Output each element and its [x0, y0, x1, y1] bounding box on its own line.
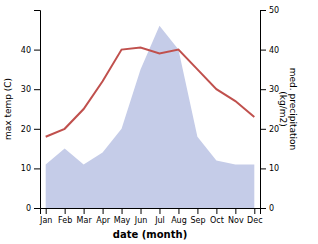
tick-mark — [260, 129, 266, 130]
tick: Oct — [210, 208, 224, 225]
tick-mark — [103, 208, 104, 214]
tick-mark — [260, 89, 266, 90]
tick-label: Jan — [39, 216, 52, 225]
tick-mark — [34, 89, 40, 90]
plot-area — [46, 26, 255, 208]
tick: 40 — [260, 46, 279, 55]
tick-label: Feb — [58, 216, 72, 225]
tick-label: 10 — [21, 164, 31, 173]
tick-label: Jun — [134, 216, 148, 225]
tick-label: Aug — [171, 216, 187, 225]
tick-mark — [178, 208, 179, 214]
tick: 20 — [21, 125, 40, 134]
tick-label: 50 — [269, 6, 279, 15]
tick: Dec — [247, 208, 262, 225]
tick-label: Mar — [77, 216, 93, 225]
tick-label: Dec — [247, 216, 262, 225]
tick: Mar — [77, 208, 93, 225]
tick-mark — [122, 208, 123, 214]
tick-label: 40 — [21, 46, 31, 55]
tick-mark — [235, 208, 236, 214]
tick: 20 — [260, 125, 279, 134]
tick: 50 — [260, 6, 279, 15]
y-axis: 0 10 20 30 40 — [21, 11, 41, 214]
tick: Jun — [134, 208, 148, 225]
tick-label: 20 — [21, 125, 31, 134]
y2-axis: 0 10 20 30 40 50 — [260, 6, 279, 213]
tick-mark — [159, 208, 160, 214]
tick-label: 0 — [269, 204, 274, 213]
tick: Jan — [39, 208, 52, 225]
tick-mark — [254, 208, 255, 214]
tick: 30 — [21, 85, 40, 94]
tick-label: 30 — [21, 85, 31, 94]
tick: Sep — [190, 208, 205, 225]
y2-axis-title-line: (kg/m2) — [278, 91, 288, 126]
tick: 0 — [260, 204, 274, 213]
tick-label: Nov — [228, 216, 244, 225]
tick-mark — [34, 129, 40, 130]
tick: Feb — [58, 208, 72, 225]
tick-mark — [260, 10, 266, 11]
tick: Aug — [171, 208, 187, 225]
chart: Jan Feb MarAprMayJun Jul AugSep Oct NovDec 0 10 2… — [0, 0, 318, 244]
axis-line — [34, 11, 41, 209]
tick-label: 10 — [269, 164, 279, 173]
tick-mark — [34, 50, 40, 51]
tick-mark — [65, 208, 66, 214]
tick-mark — [197, 208, 198, 214]
tick: Nov — [228, 208, 244, 225]
tick: 0 — [26, 204, 40, 213]
chart-container: Jan Feb MarAprMayJun Jul AugSep Oct NovDec 0 10 2… — [0, 0, 318, 244]
tick-label: 0 — [26, 204, 31, 213]
tick-mark — [34, 208, 40, 209]
tick-label: Oct — [210, 216, 224, 225]
tick: 30 — [260, 85, 279, 94]
y2-axis-title: med. precipitation(kg/m2) — [278, 68, 298, 150]
y-axis-title: max temp (C) — [3, 78, 13, 140]
area — [46, 26, 255, 208]
tick-mark — [46, 208, 47, 214]
tick: 40 — [21, 46, 40, 55]
x-axis: Jan Feb MarAprMayJun Jul AugSep Oct NovDec — [39, 208, 263, 225]
tick: 10 — [21, 164, 40, 173]
tick-label: Jul — [154, 216, 165, 225]
x-axis-title: date (month) — [113, 229, 187, 240]
tick-mark — [34, 168, 40, 169]
tick: Apr — [96, 208, 111, 225]
tick: Jul — [154, 208, 165, 225]
tick: 10 — [260, 164, 279, 173]
tick-label: 40 — [269, 46, 279, 55]
y2-axis-title-line: med. precipitation — [288, 68, 298, 150]
tick-mark — [141, 208, 142, 214]
tick-mark — [260, 50, 266, 51]
tick-label: Apr — [96, 216, 111, 225]
tick-label: May — [114, 216, 131, 225]
tick-label: Sep — [190, 216, 205, 225]
tick-mark — [260, 208, 266, 209]
tick-mark — [84, 208, 85, 214]
line — [46, 48, 255, 137]
tick-mark — [216, 208, 217, 214]
tick-mark — [260, 168, 266, 169]
tick: May — [114, 208, 131, 225]
axis-line — [261, 11, 267, 209]
axis-line — [41, 209, 261, 215]
